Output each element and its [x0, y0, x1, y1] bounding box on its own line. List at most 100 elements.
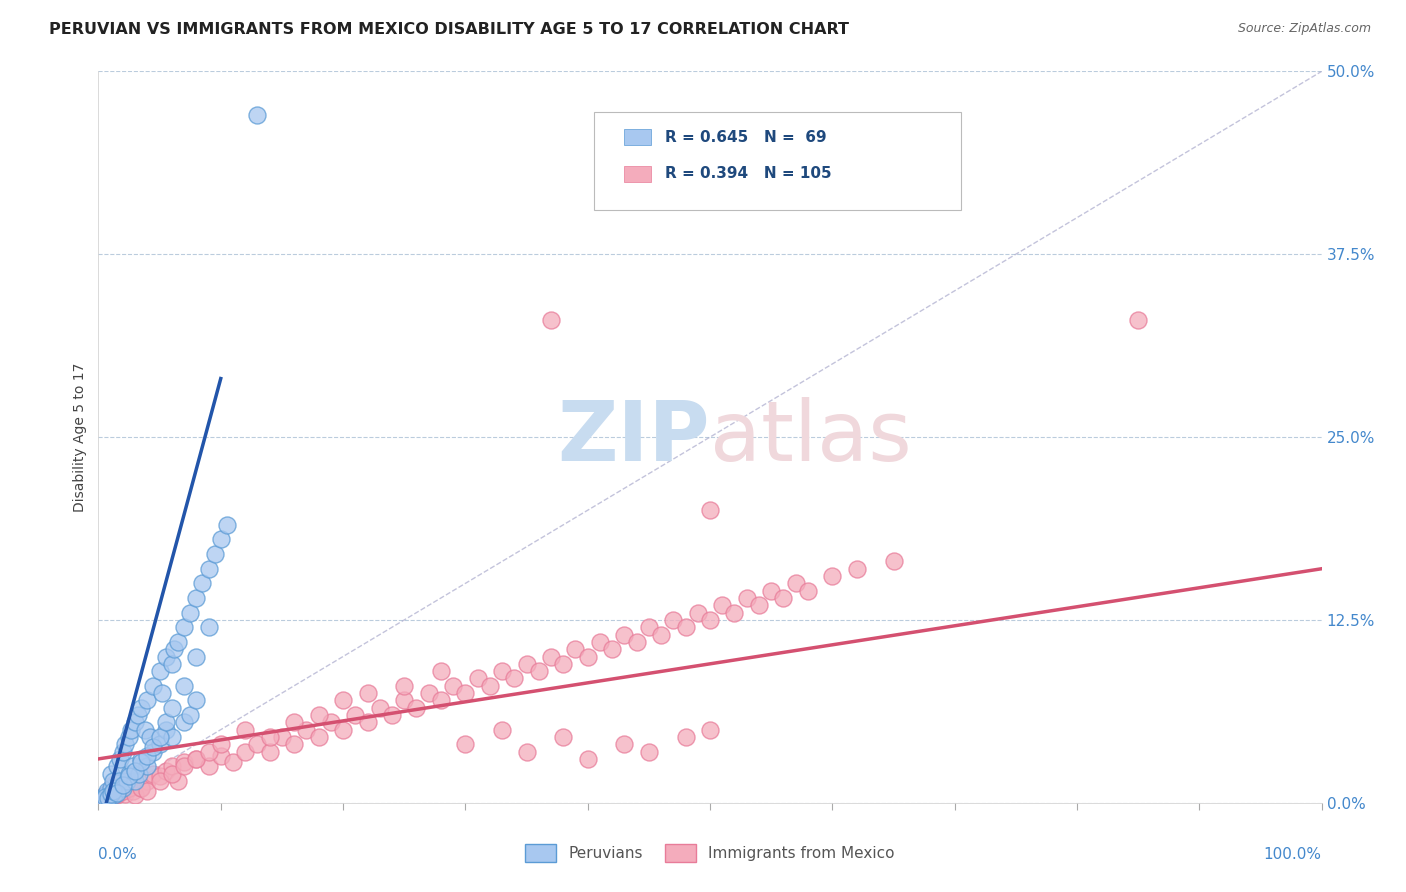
Point — [91, 793, 114, 807]
Point — [160, 766, 183, 780]
Point — [699, 503, 721, 517]
Point — [124, 778, 146, 792]
Point — [173, 715, 195, 730]
Point — [105, 789, 128, 803]
Point — [124, 773, 146, 788]
Point — [516, 657, 538, 671]
Point — [129, 781, 152, 796]
Text: R = 0.645   N =  69: R = 0.645 N = 69 — [665, 129, 827, 145]
Point — [108, 773, 131, 788]
Point — [124, 715, 146, 730]
Point — [564, 642, 586, 657]
Point — [100, 789, 122, 804]
Point — [114, 787, 136, 801]
Point — [186, 649, 208, 664]
Point — [97, 786, 120, 800]
Point — [699, 723, 721, 737]
Point — [155, 715, 177, 730]
Point — [111, 778, 134, 792]
Point — [100, 787, 122, 801]
Point — [173, 759, 195, 773]
Point — [186, 752, 208, 766]
Point — [308, 730, 330, 744]
Point — [136, 773, 159, 788]
Point — [283, 715, 305, 730]
Point — [209, 533, 232, 547]
Point — [173, 679, 195, 693]
Point — [111, 781, 134, 796]
Point — [478, 679, 501, 693]
Point — [93, 789, 115, 804]
Point — [121, 759, 143, 773]
Point — [723, 606, 745, 620]
Point — [136, 784, 159, 798]
Text: Source: ZipAtlas.com: Source: ZipAtlas.com — [1237, 22, 1371, 36]
Point — [454, 737, 477, 751]
Point — [356, 715, 378, 730]
Point — [699, 613, 721, 627]
Point — [101, 773, 124, 788]
Point — [626, 635, 648, 649]
Point — [149, 773, 172, 788]
Point — [167, 635, 190, 649]
Point — [1128, 313, 1150, 327]
Point — [761, 583, 783, 598]
Point — [576, 752, 599, 766]
Point — [105, 787, 128, 801]
Point — [93, 789, 115, 803]
Point — [100, 766, 122, 780]
Point — [173, 620, 195, 634]
Point — [136, 693, 159, 707]
Point — [110, 752, 132, 766]
Point — [142, 679, 165, 693]
Point — [270, 730, 294, 744]
Point — [503, 672, 526, 686]
Point — [160, 657, 183, 671]
Text: 0.0%: 0.0% — [98, 847, 138, 862]
Point — [142, 740, 165, 755]
Point — [118, 769, 141, 783]
Point — [553, 730, 575, 744]
Point — [637, 620, 661, 634]
Point — [103, 789, 125, 803]
Point — [197, 759, 219, 773]
Point — [127, 708, 149, 723]
Point — [233, 723, 256, 737]
Point — [93, 793, 115, 807]
Point — [115, 773, 138, 788]
Point — [516, 745, 538, 759]
Point — [246, 737, 269, 751]
Point — [90, 791, 112, 805]
Point — [105, 759, 128, 773]
Point — [540, 313, 562, 327]
Point — [160, 700, 183, 714]
Text: PERUVIAN VS IMMIGRANTS FROM MEXICO DISABILITY AGE 5 TO 17 CORRELATION CHART: PERUVIAN VS IMMIGRANTS FROM MEXICO DISAB… — [49, 22, 849, 37]
Point — [637, 745, 661, 759]
Point — [418, 686, 440, 700]
Point — [129, 781, 152, 796]
Point — [128, 766, 150, 780]
Point — [259, 745, 281, 759]
Point — [332, 693, 354, 707]
Point — [883, 554, 905, 568]
Point — [118, 730, 141, 744]
Point — [101, 784, 124, 798]
Point — [100, 781, 122, 796]
Point — [785, 576, 807, 591]
Point — [405, 700, 427, 714]
Point — [491, 723, 513, 737]
Point — [124, 789, 146, 803]
Point — [120, 723, 142, 737]
Point — [209, 737, 232, 751]
Point — [392, 679, 416, 693]
Point — [111, 784, 134, 798]
Point — [662, 613, 685, 627]
Point — [259, 730, 281, 744]
Point — [167, 773, 190, 788]
Point — [797, 583, 820, 598]
Y-axis label: Disability Age 5 to 17: Disability Age 5 to 17 — [73, 362, 87, 512]
Point — [675, 730, 697, 744]
Point — [368, 700, 391, 714]
Point — [129, 752, 152, 766]
Point — [179, 708, 201, 723]
